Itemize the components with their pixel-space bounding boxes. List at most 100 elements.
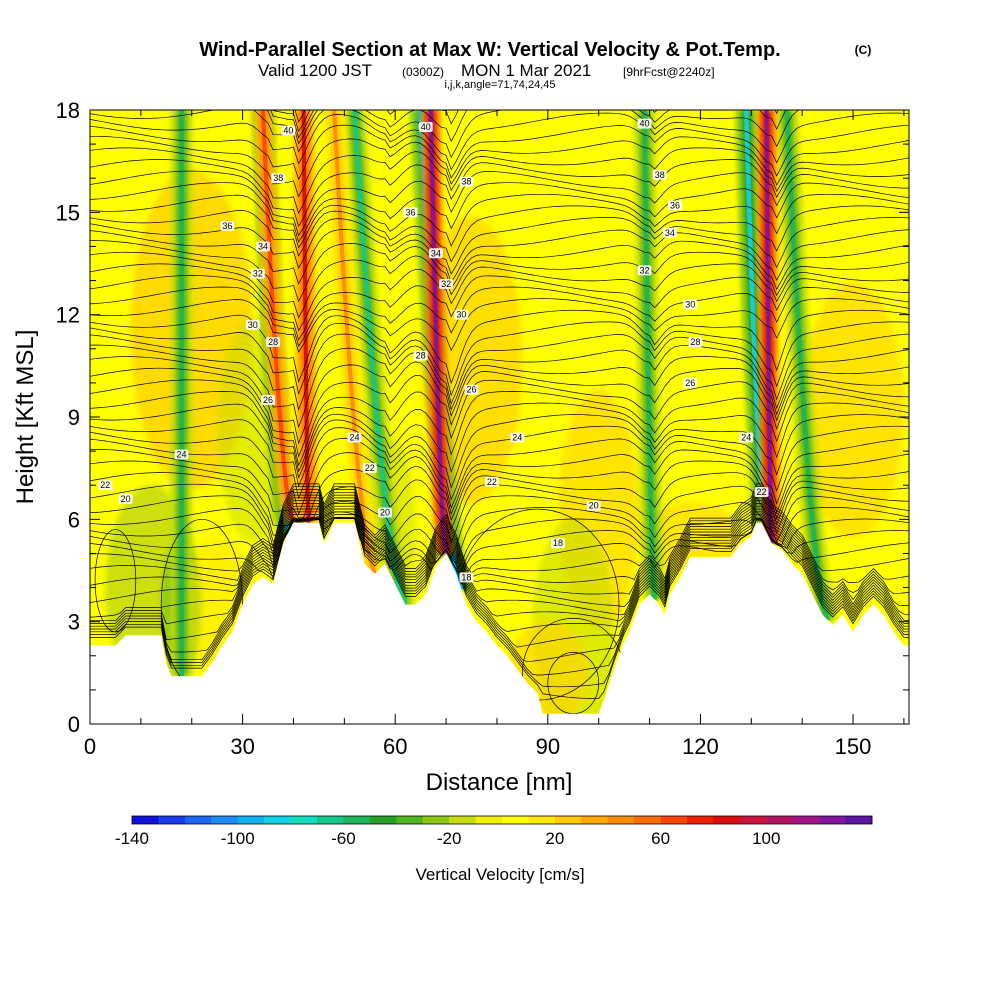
theta-contour bbox=[90, 309, 909, 385]
theta-contour bbox=[90, 124, 909, 181]
x-tick-label: 90 bbox=[536, 734, 560, 759]
chart-title-mark: (C) bbox=[855, 43, 872, 57]
theta-contour bbox=[90, 298, 909, 353]
colorbar-tick-label: -140 bbox=[115, 829, 149, 848]
contour-label-text: 34 bbox=[665, 228, 675, 238]
contour-label-text: 34 bbox=[431, 248, 441, 258]
theta-contour bbox=[90, 518, 909, 585]
downdraft-band bbox=[743, 110, 769, 533]
colorbar-tick-label: -60 bbox=[331, 829, 356, 848]
contour-label: 24 bbox=[739, 432, 754, 443]
contour-label: 40 bbox=[418, 122, 433, 133]
y-tick-label: 9 bbox=[68, 405, 80, 430]
contour-label: 20 bbox=[118, 493, 133, 504]
colorbar: -140 -100 -60 -20 20 60 100 bbox=[115, 815, 873, 848]
colorbar-swatch bbox=[607, 816, 635, 824]
theta-contour bbox=[90, 508, 909, 676]
colorbar-swatch bbox=[739, 816, 767, 824]
contour-label-text: 24 bbox=[177, 450, 187, 460]
colorbar-swatch bbox=[158, 816, 186, 824]
x-tick-label: 30 bbox=[230, 734, 254, 759]
contour-label-text: 32 bbox=[253, 269, 263, 279]
colorbar-tick-label: 20 bbox=[545, 829, 564, 848]
theta-contour bbox=[90, 483, 909, 544]
contour-label: 36 bbox=[668, 200, 682, 211]
colorbar-swatch bbox=[132, 816, 159, 824]
colorbar-swatch bbox=[713, 816, 741, 824]
contour-label-text: 22 bbox=[487, 477, 497, 487]
colorbar-swatch bbox=[792, 816, 820, 824]
contour-label: 26 bbox=[464, 384, 479, 395]
theta-contour bbox=[547, 652, 600, 715]
theta-contour bbox=[90, 491, 909, 608]
contour-label-text: 24 bbox=[350, 432, 360, 442]
theta-contour bbox=[90, 286, 909, 347]
contour-label-text: 20 bbox=[380, 508, 390, 518]
colorbar-swatch bbox=[687, 816, 714, 824]
theta-contour bbox=[90, 438, 909, 516]
contour-label: 22 bbox=[484, 476, 499, 487]
contour-label-text: 20 bbox=[589, 501, 599, 511]
colorbar-tick-label: 100 bbox=[752, 829, 780, 848]
contour-label: 20 bbox=[378, 507, 393, 518]
contour-label-text: 32 bbox=[639, 265, 649, 275]
contour-label: 28 bbox=[266, 336, 281, 347]
theta-contour bbox=[90, 391, 909, 473]
theta-contour bbox=[90, 135, 909, 198]
theta-contour bbox=[90, 517, 909, 581]
contour-label-text: 18 bbox=[553, 538, 563, 548]
theta-contour bbox=[90, 182, 909, 243]
colorbar-swatch bbox=[396, 816, 424, 824]
contour-label: 32 bbox=[250, 268, 265, 279]
theta-contour bbox=[90, 449, 909, 519]
field-patch bbox=[802, 282, 904, 538]
theta-contour bbox=[90, 514, 909, 699]
contour-label: 28 bbox=[688, 336, 703, 347]
contour-label-text: 40 bbox=[283, 125, 293, 135]
downdraft-band bbox=[179, 110, 184, 677]
theta-contour bbox=[90, 379, 909, 467]
theta-contour bbox=[90, 240, 909, 303]
colorbar-tick-label: -100 bbox=[221, 829, 255, 848]
contour-label: 22 bbox=[362, 463, 377, 474]
x-tick-label: 0 bbox=[84, 734, 96, 759]
contour-label-text: 22 bbox=[100, 480, 110, 490]
contour-label-text: 22 bbox=[365, 463, 375, 473]
contour-label-text: 24 bbox=[512, 432, 522, 442]
colorbar-swatch bbox=[317, 816, 344, 824]
theta-contour bbox=[90, 147, 909, 214]
contour-label: 36 bbox=[220, 220, 235, 231]
contour-label-text: 26 bbox=[685, 378, 695, 388]
contour-label: 24 bbox=[510, 432, 525, 443]
theta-contour bbox=[90, 472, 909, 537]
downdraft-band bbox=[352, 110, 408, 605]
theta-contour bbox=[90, 503, 909, 653]
theta-contour bbox=[90, 425, 909, 501]
theta-contour bbox=[90, 170, 909, 237]
theta-contour bbox=[90, 402, 909, 479]
contour-label: 38 bbox=[652, 169, 667, 180]
contour-label: 32 bbox=[439, 278, 454, 289]
x-axis: 0 30 60 90 120 150 bbox=[84, 110, 905, 759]
updraft-band bbox=[260, 110, 296, 523]
contour-label-text: 30 bbox=[456, 310, 466, 320]
theta-contour bbox=[90, 321, 909, 397]
subtitle-valid: Valid 1200 JST bbox=[258, 61, 372, 80]
colorbar-frame bbox=[131, 815, 873, 825]
contour-label-text: 40 bbox=[421, 122, 431, 132]
colorbar-swatch bbox=[845, 816, 873, 824]
colorbar-swatch bbox=[422, 816, 450, 824]
contour-label-text: 28 bbox=[416, 351, 426, 361]
theta-contour bbox=[90, 205, 909, 263]
theta-contour bbox=[90, 495, 909, 560]
contour-label: 20 bbox=[586, 500, 601, 511]
downdraft-band bbox=[784, 110, 830, 620]
contour-label-text: 30 bbox=[685, 299, 695, 309]
theta-contour bbox=[90, 344, 909, 429]
colorbar-swatch bbox=[184, 816, 212, 824]
theta-contours bbox=[90, 110, 909, 724]
updraft-band bbox=[332, 110, 377, 574]
contour-label: 38 bbox=[271, 173, 286, 184]
y-axis-label: Height [Kft MSL] bbox=[12, 330, 39, 505]
colorbar-swatch bbox=[449, 816, 476, 824]
